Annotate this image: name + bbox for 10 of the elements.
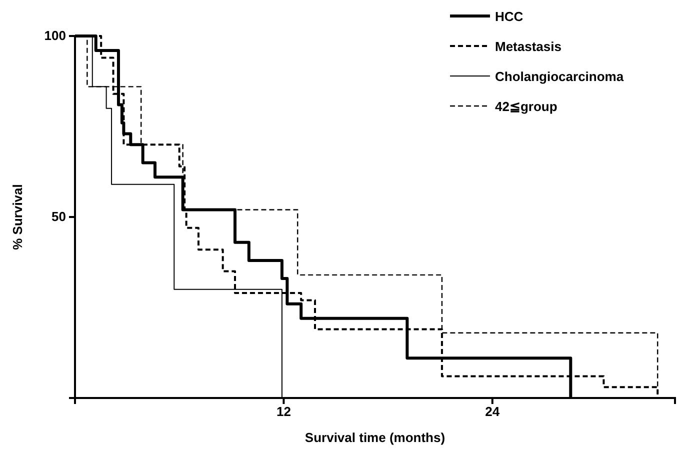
x-tick-label: 24: [485, 404, 500, 420]
legend-label: Metastasis: [495, 39, 562, 54]
legend-label: Cholangiocarcinoma: [495, 69, 624, 84]
y-axis-title: % Survival: [10, 184, 25, 250]
y-tick-label: 50: [52, 209, 66, 224]
y-tick-label: 100: [44, 28, 66, 44]
x-tick-label: 12: [276, 404, 291, 420]
legend-label: 42≦group: [495, 99, 558, 114]
legend-label: HCC: [495, 9, 524, 24]
x-axis-title: Survival time (months): [304, 430, 446, 445]
